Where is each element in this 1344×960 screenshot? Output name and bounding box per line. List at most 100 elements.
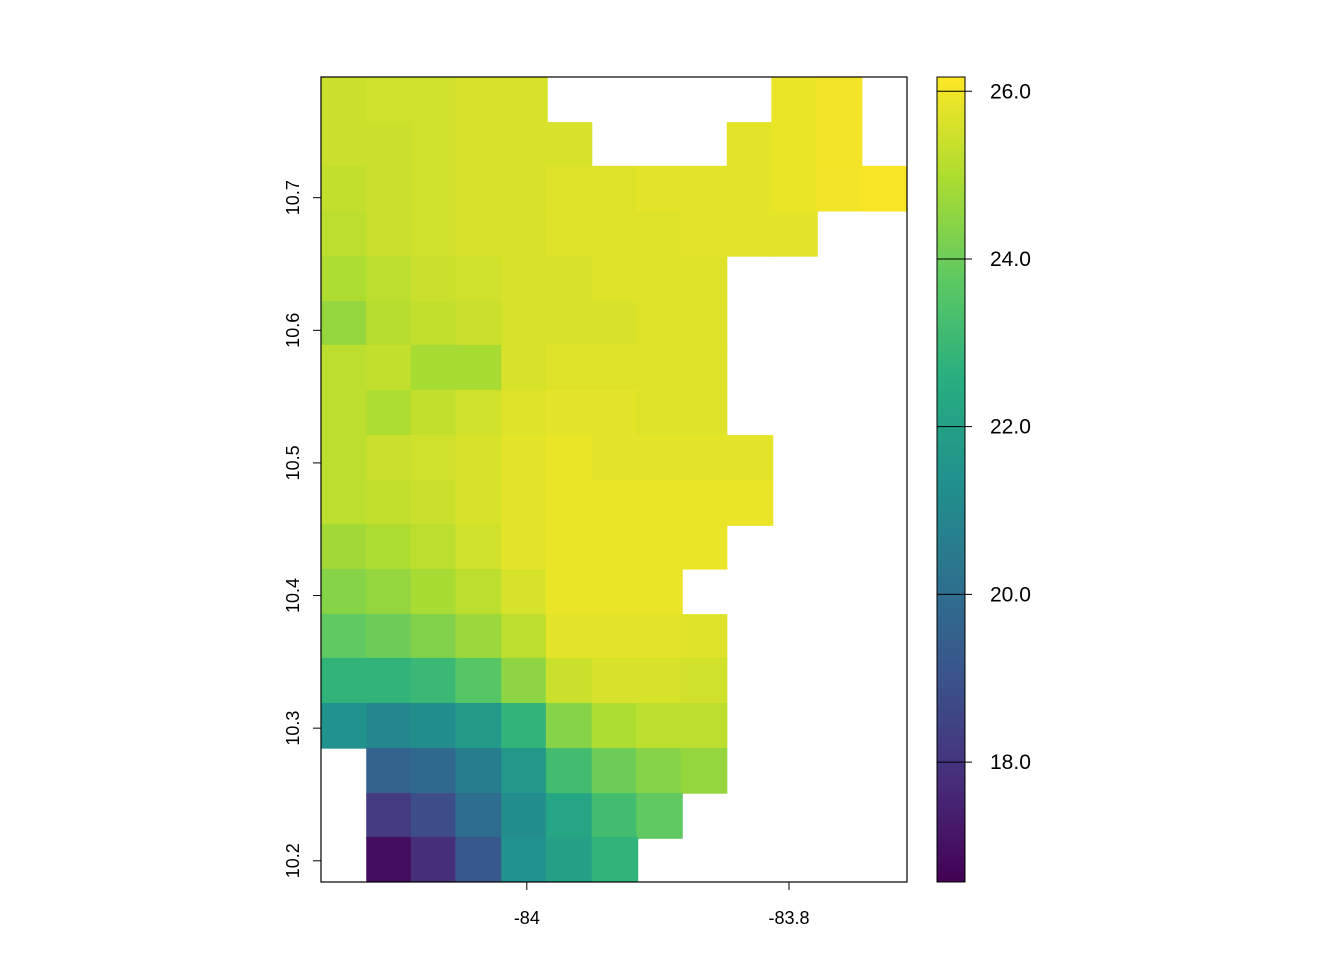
raster-cell [680, 389, 728, 436]
raster-cell [545, 435, 593, 481]
raster-cell [455, 122, 502, 168]
raster-cell [591, 793, 639, 839]
raster-cell [861, 165, 907, 212]
raster-cell [455, 301, 502, 347]
raster-cell [410, 657, 458, 704]
raster-cell [680, 748, 728, 794]
y-tick-label: 10.2 [283, 843, 303, 878]
raster-cell [455, 435, 502, 481]
raster-cell [545, 836, 593, 882]
raster-cell [636, 748, 683, 794]
raster-cell [501, 344, 548, 391]
raster-cell [771, 122, 818, 168]
raster-cell [366, 435, 413, 481]
raster-cell [321, 122, 367, 168]
raster-cell [410, 793, 458, 839]
raster-cell [455, 614, 502, 660]
raster-cell [771, 210, 818, 257]
raster-cell [545, 301, 593, 347]
raster-cell [455, 480, 502, 526]
raster-cell [680, 614, 728, 660]
raster-cell [501, 702, 548, 749]
raster-cell [455, 77, 502, 123]
raster-cell [410, 836, 458, 882]
raster-cell [815, 122, 863, 168]
raster-cell [680, 165, 728, 212]
raster-cell [636, 480, 683, 526]
raster-cell [455, 389, 502, 436]
raster-cell [366, 657, 413, 704]
raster-cell [636, 614, 683, 660]
raster-cell [680, 523, 728, 570]
raster-cell [321, 389, 367, 436]
raster-cell [410, 165, 458, 212]
raster-cell [455, 165, 502, 212]
raster-cell [680, 702, 728, 749]
raster-cell [545, 344, 593, 391]
raster-cell [545, 523, 593, 570]
raster-cell [636, 344, 683, 391]
raster [321, 77, 907, 882]
raster-cell [366, 836, 413, 882]
raster-cell [815, 77, 863, 123]
raster-cell [410, 569, 458, 615]
raster-cell [455, 210, 502, 257]
raster-cell [636, 793, 683, 839]
raster-cell [636, 210, 683, 257]
raster-cell [321, 210, 367, 257]
raster-cell [636, 389, 683, 436]
y-tick-label: 10.4 [283, 578, 303, 613]
raster-cell [636, 569, 683, 615]
raster-cell [591, 480, 639, 526]
raster-cell [321, 301, 367, 347]
raster-cell [501, 77, 548, 123]
raster-cell [591, 702, 639, 749]
raster-cell [366, 748, 413, 794]
raster-cell [366, 569, 413, 615]
raster-cell [366, 614, 413, 660]
raster-cell [636, 702, 683, 749]
raster-cell [366, 301, 413, 347]
raster-cell [410, 702, 458, 749]
raster-cell [545, 210, 593, 257]
raster-cell [591, 301, 639, 347]
raster-cell [321, 344, 367, 391]
raster-cell [455, 793, 502, 839]
raster-cell [321, 77, 367, 123]
raster-cell [680, 435, 728, 481]
raster-cell [545, 165, 593, 212]
raster-cell [636, 523, 683, 570]
raster-cell [366, 523, 413, 570]
raster-cell [321, 165, 367, 212]
raster-cell [455, 344, 502, 391]
raster-cell [321, 480, 367, 526]
raster-cell [410, 122, 458, 168]
y-tick-label: 10.6 [283, 313, 303, 348]
raster-cell [321, 702, 367, 749]
colorbar-tick-label: 26.0 [990, 80, 1031, 103]
raster-cell [501, 657, 548, 704]
raster-cell [591, 836, 639, 882]
raster-cell [591, 748, 639, 794]
raster-cell [366, 256, 413, 302]
raster-cell [501, 389, 548, 436]
raster-cell [410, 435, 458, 481]
raster-cell [321, 523, 367, 570]
raster-cell [591, 569, 639, 615]
raster-cell [680, 301, 728, 347]
raster-cell [591, 210, 639, 257]
raster-cell [410, 523, 458, 570]
raster-cell [410, 256, 458, 302]
raster-cell [545, 748, 593, 794]
raster-cell [455, 702, 502, 749]
raster-cell [726, 122, 774, 168]
raster-cell [591, 435, 639, 481]
raster-cell [591, 344, 639, 391]
plot-frame [320, 76, 908, 883]
raster-cell [636, 657, 683, 704]
raster-cell [726, 435, 774, 481]
raster-cell [410, 389, 458, 436]
raster-cell [636, 165, 683, 212]
raster-cell [591, 523, 639, 570]
